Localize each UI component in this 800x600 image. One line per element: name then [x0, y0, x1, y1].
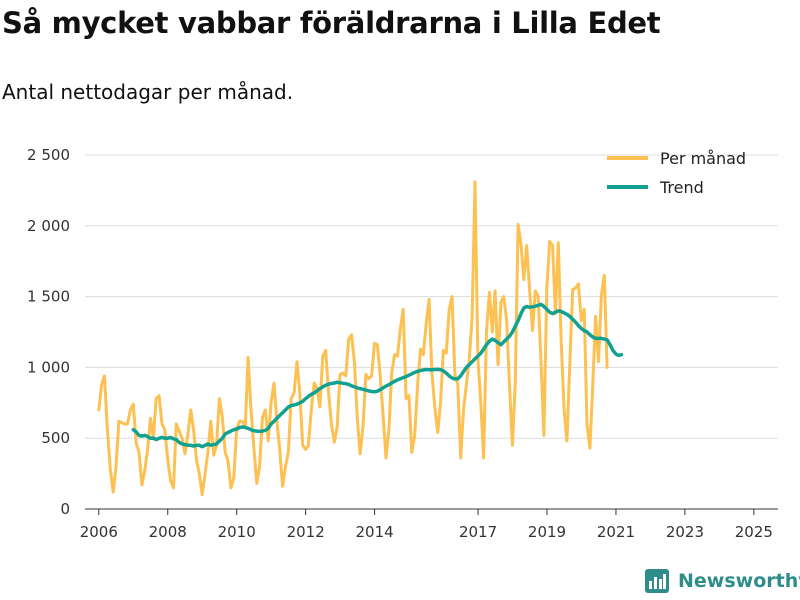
- series-group: [97, 180, 624, 497]
- newsworthy-logo-icon: [645, 569, 669, 593]
- y-tick-label: 0: [60, 500, 70, 518]
- y-tick-label: 2 500: [27, 146, 70, 164]
- y-tick-label: 1 500: [27, 288, 70, 306]
- x-tick-label: 2008: [149, 523, 187, 541]
- gridlines: [85, 154, 778, 439]
- legend-label: Trend: [659, 178, 704, 197]
- y-axis-ticks: 0 500 1 000 1 500 2 000 2 500: [27, 146, 70, 518]
- x-tick-label: 2014: [356, 523, 394, 541]
- legend: Per månad Trend: [607, 149, 746, 197]
- x-tick-label: 2012: [287, 523, 325, 541]
- x-tick-label: 2021: [597, 523, 635, 541]
- x-axis: 2006 2008 2010 2012 2014 2017 2019 2021 2023 2025: [80, 508, 778, 541]
- series-per-manad-line: [97, 180, 609, 497]
- chart-title: Så mycket vabbar föräldrarna i Lilla Ede…: [2, 6, 661, 40]
- brand-footer: Newsworthy: [644, 568, 800, 594]
- y-tick-label: 1 000: [27, 358, 70, 376]
- legend-label: Per månad: [660, 149, 746, 168]
- x-tick-label: 2019: [528, 523, 566, 541]
- x-tick-label: 2025: [735, 523, 773, 541]
- y-tick-label: 500: [41, 429, 70, 447]
- x-tick-label: 2010: [218, 523, 256, 541]
- series-trend-line: [131, 302, 624, 449]
- x-tick-label: 2006: [80, 523, 118, 541]
- brand-name: Newsworthy: [678, 570, 800, 592]
- chart-subtitle: Antal nettodagar per månad.: [2, 80, 294, 104]
- x-tick-label: 2017: [459, 523, 497, 541]
- x-tick-label: 2023: [666, 523, 704, 541]
- y-tick-label: 2 000: [27, 217, 70, 235]
